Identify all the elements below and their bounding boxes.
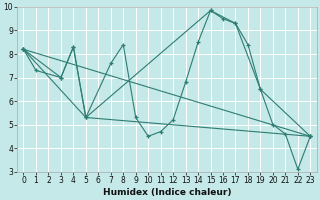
X-axis label: Humidex (Indice chaleur): Humidex (Indice chaleur) (103, 188, 231, 197)
